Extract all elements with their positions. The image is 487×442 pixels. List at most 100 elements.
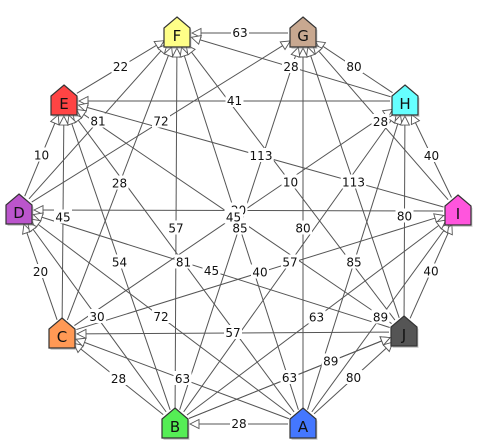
arrowhead-A-B bbox=[188, 418, 200, 430]
node-shape-F bbox=[163, 16, 191, 48]
edge-weights-layer: 6380404080282820102241205728113805781722… bbox=[31, 25, 441, 431]
weight-bg bbox=[345, 254, 363, 269]
weight-bg bbox=[321, 353, 340, 368]
node-E[interactable]: E bbox=[50, 84, 79, 117]
edge-weight-A-E: 81 bbox=[176, 256, 191, 270]
weight-bg bbox=[344, 370, 363, 384]
weight-bg bbox=[202, 263, 221, 277]
edge-weight-H-F: 28 bbox=[283, 60, 298, 74]
edge-weight-I-G: 28 bbox=[373, 115, 388, 129]
arrowhead-D-G bbox=[279, 40, 292, 51]
node-F[interactable]: F bbox=[163, 16, 192, 49]
node-shape-G bbox=[289, 16, 317, 48]
edge-weight-C-I: 40 bbox=[252, 266, 267, 280]
edge-weight-D-G: 72 bbox=[153, 115, 168, 129]
edge-weight-A-F: 85 bbox=[232, 222, 247, 236]
node-G[interactable]: G bbox=[289, 16, 318, 49]
arrowhead-B-I bbox=[435, 219, 447, 230]
node-A[interactable]: A bbox=[289, 407, 318, 440]
weight-bg bbox=[225, 93, 244, 107]
node-shape-H bbox=[391, 84, 419, 116]
edge-weight-H-E: 41 bbox=[227, 94, 242, 108]
node-label-D: D bbox=[13, 204, 25, 222]
weight-bg bbox=[88, 309, 106, 323]
node-shape-C bbox=[48, 317, 76, 349]
edge-weight-B-D: 30 bbox=[89, 310, 104, 324]
weight-bg bbox=[280, 370, 299, 384]
arrowhead-J-C bbox=[75, 328, 87, 340]
weight-bg bbox=[152, 113, 170, 128]
edge-weight-B-I: 63 bbox=[309, 311, 324, 325]
edge-weight-C-H: 45 bbox=[226, 211, 241, 225]
weight-bg bbox=[32, 147, 51, 162]
edge-weight-B-H: 57 bbox=[282, 256, 297, 270]
arrowhead-A-F bbox=[179, 46, 190, 58]
node-label-B: B bbox=[170, 418, 180, 436]
edge-weight-C-F: 28 bbox=[112, 177, 127, 191]
node-shape-E bbox=[50, 84, 78, 116]
arrowhead-A-H bbox=[392, 114, 403, 126]
node-label-F: F bbox=[173, 27, 182, 45]
edge-weight-B-E: 54 bbox=[112, 256, 127, 270]
arrowhead-E-F bbox=[153, 40, 166, 51]
weight-bg bbox=[109, 371, 128, 385]
edge-weight-I-E: 113 bbox=[250, 149, 273, 163]
weight-bg bbox=[167, 220, 185, 235]
weight-bg bbox=[281, 254, 299, 269]
edge-weight-C-E: 45 bbox=[55, 211, 70, 225]
edge-weight-J-G: 113 bbox=[342, 176, 365, 190]
weight-bg bbox=[54, 209, 72, 224]
arrowhead-A-C bbox=[75, 337, 87, 348]
weight-bg bbox=[422, 148, 441, 162]
weight-bg bbox=[371, 309, 390, 324]
edge-weight-A-I: 89 bbox=[373, 311, 388, 325]
node-label-E: E bbox=[59, 95, 68, 113]
edge-weight-J-D: 45 bbox=[204, 264, 219, 278]
weight-bg bbox=[282, 59, 300, 73]
arrowhead-G-F bbox=[190, 27, 202, 39]
edge-weight-B-C: 28 bbox=[111, 372, 126, 386]
edge-weight-B-J: 63 bbox=[282, 371, 297, 385]
node-D[interactable]: D bbox=[5, 193, 34, 226]
edge-weight-J-C: 57 bbox=[225, 326, 240, 340]
weight-bg bbox=[224, 325, 242, 339]
arrowhead-I-H bbox=[410, 113, 421, 126]
node-I[interactable]: I bbox=[444, 194, 473, 227]
arrowhead-H-F bbox=[190, 34, 202, 45]
edge-weight-A-D: 72 bbox=[153, 310, 168, 324]
arrowhead-C-I bbox=[433, 213, 445, 224]
node-H[interactable]: H bbox=[391, 84, 420, 117]
edge-weight-J-H: 80 bbox=[397, 210, 412, 224]
node-label-H: H bbox=[399, 95, 410, 113]
node-C[interactable]: C bbox=[48, 317, 77, 350]
node-label-I: I bbox=[456, 205, 460, 223]
node-label-J: J bbox=[401, 326, 406, 344]
weight-bg bbox=[111, 59, 130, 73]
node-shape-A bbox=[289, 407, 317, 439]
weight-bg bbox=[371, 114, 390, 128]
weight-bg bbox=[422, 263, 440, 278]
nodes-layer: F G H I J A B C D E bbox=[5, 16, 473, 440]
arrowhead-J-E bbox=[75, 108, 88, 120]
arrowhead-J-D bbox=[32, 212, 44, 223]
weight-bg bbox=[231, 220, 249, 235]
weight-bg bbox=[110, 175, 129, 190]
edge-weight-A-G: 80 bbox=[295, 222, 310, 236]
node-label-A: A bbox=[298, 418, 309, 436]
edge-weight-D-E: 10 bbox=[34, 149, 49, 163]
node-label-G: G bbox=[297, 27, 309, 45]
arrowhead-J-H bbox=[399, 114, 411, 126]
arrowhead-A-D bbox=[30, 218, 42, 229]
node-J[interactable]: J bbox=[390, 315, 419, 348]
arrowhead-C-E bbox=[58, 114, 70, 126]
arrowhead-B-C bbox=[72, 342, 85, 354]
weight-bg bbox=[152, 309, 170, 323]
node-B[interactable]: B bbox=[161, 407, 190, 440]
arrowhead-B-E bbox=[67, 114, 77, 126]
arrowhead-H-G bbox=[314, 40, 327, 51]
weight-bg bbox=[251, 264, 269, 279]
arrowhead-A-G bbox=[297, 46, 309, 58]
weight-bg bbox=[173, 371, 192, 385]
arrowhead-I-D bbox=[32, 204, 44, 216]
arrowhead-B-J bbox=[379, 336, 392, 346]
